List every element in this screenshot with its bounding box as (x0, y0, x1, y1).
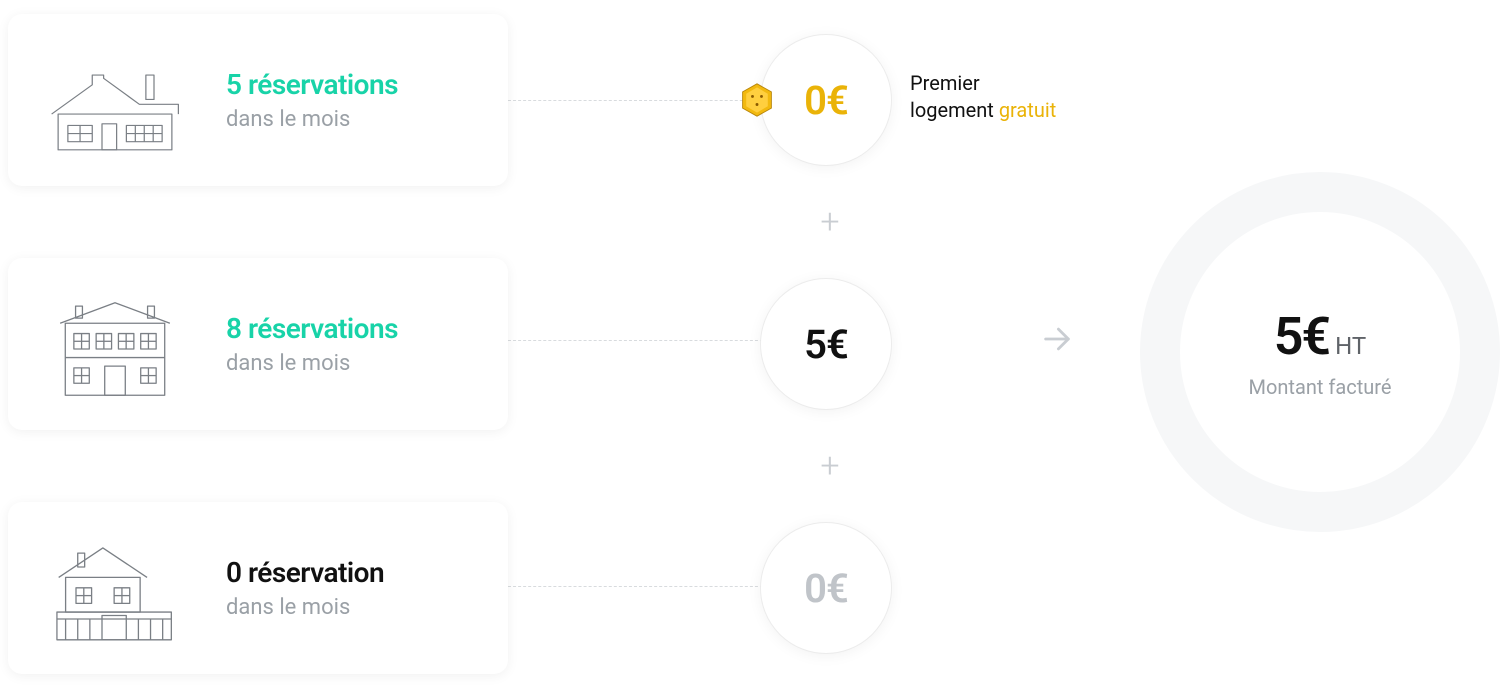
listing-card-1: 5 réservations dans le mois (8, 14, 508, 186)
note-free-word: gratuit (999, 98, 1056, 122)
arrow-right-icon (1040, 322, 1074, 360)
total-label: Montant facturé (1249, 375, 1392, 399)
listing-card-text: 8 réservations dans le mois (226, 312, 398, 377)
connector-line (508, 340, 768, 341)
plus-icon: + (760, 438, 900, 494)
listing-subtitle: dans le mois (226, 351, 398, 376)
listing-card-text: 5 réservations dans le mois (226, 68, 398, 133)
listings-column: 5 réservations dans le mois (8, 14, 518, 674)
price-amount: 0€ (804, 565, 848, 612)
listing-title: 8 réservations (226, 312, 398, 346)
total-content: 5€HT Montant facturé (1249, 306, 1392, 399)
total-ring: 5€HT Montant facturé (1140, 172, 1500, 532)
listing-subtitle: dans le mois (226, 107, 398, 132)
house-icon (40, 284, 190, 404)
price-circle-2: 5€ (760, 278, 892, 410)
price-circle-3: 0€ (760, 522, 892, 654)
price-circle-1: 0€ (760, 34, 892, 166)
note-line1: Premier (910, 71, 980, 95)
listing-card-3: 0 réservation dans le mois (8, 502, 508, 674)
connector-line (508, 100, 768, 101)
first-free-note: Premier logement gratuit (910, 70, 1110, 124)
plus-icon: + (760, 194, 900, 250)
free-badge-icon (739, 82, 775, 118)
listing-subtitle: dans le mois (226, 595, 384, 620)
listing-title: 5 réservations (226, 68, 398, 102)
connector-line (508, 586, 768, 587)
house-icon (40, 528, 190, 648)
price-amount: 5€ (804, 321, 848, 368)
house-icon (40, 40, 190, 160)
note-line2a: logement (910, 98, 994, 122)
price-amount: 0€ (804, 77, 848, 124)
price-column: 0€ + 5€ + 0€ (760, 14, 900, 654)
total-suffix: HT (1335, 332, 1366, 360)
listing-card-2: 8 réservations dans le mois (8, 258, 508, 430)
listing-title: 0 réservation (226, 556, 384, 590)
total-amount: 5€ (1274, 306, 1329, 367)
listing-card-text: 0 réservation dans le mois (226, 556, 384, 621)
